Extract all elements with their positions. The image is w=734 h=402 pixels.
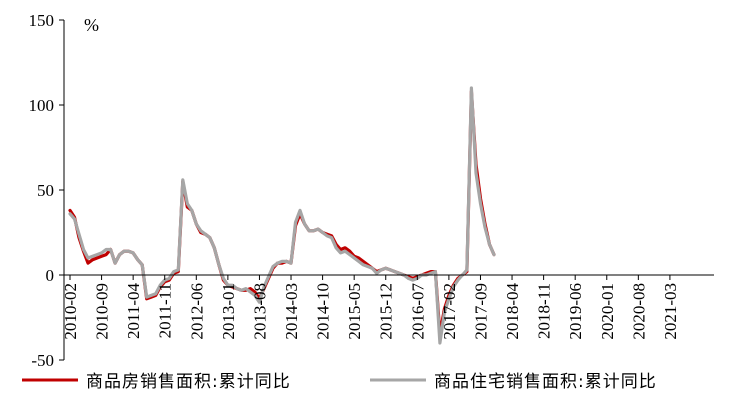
- x-tick-label: 2011-04: [124, 283, 143, 340]
- x-tick-label: 2014-10: [314, 283, 333, 340]
- x-tick-label: 2011-11: [156, 283, 175, 338]
- y-unit-label: %: [84, 15, 99, 35]
- x-tick-label: 2017-02: [440, 283, 459, 340]
- x-tick-label: 2020-01: [598, 283, 617, 340]
- x-tick-label: 2010-02: [61, 283, 80, 340]
- x-tick-label: 2014-03: [282, 283, 301, 340]
- legend-label-series-2: 商品住宅销售面积:累计同比: [434, 372, 657, 392]
- y-tick-label: 0: [46, 266, 55, 285]
- x-tick-label: 2012-06: [187, 283, 206, 340]
- x-tick-label: 2015-05: [345, 283, 364, 340]
- x-tick-label: 2020-08: [629, 283, 648, 340]
- legend: 商品房销售面积:累计同比 商品住宅销售面积:累计同比: [22, 372, 657, 392]
- x-tick-label: 2013-08: [250, 283, 269, 340]
- x-tick-label: 2021-03: [661, 283, 680, 340]
- x-tick-label: 2018-04: [503, 283, 522, 340]
- y-tick-label: 150: [29, 11, 55, 30]
- y-tick-label: 100: [29, 96, 55, 115]
- axes: -50 0 50 100 150 2010-02 2010-09 2011-04 2011-11…: [29, 11, 714, 370]
- x-tick-label: 2010-09: [93, 283, 112, 340]
- legend-label-series-1: 商品房销售面积:累计同比: [86, 372, 291, 392]
- x-tick-label: 2019-06: [566, 283, 585, 340]
- x-tick-label: 2015-12: [377, 283, 396, 340]
- x-tick-label: 2013-01: [219, 283, 238, 340]
- y-tick-label: 50: [37, 181, 54, 200]
- x-tick-label: 2016-07: [408, 283, 427, 340]
- y-tick-label: -50: [31, 351, 54, 370]
- x-tick-label: 2018-11: [535, 283, 554, 339]
- x-tick-label: 2017-09: [471, 283, 490, 340]
